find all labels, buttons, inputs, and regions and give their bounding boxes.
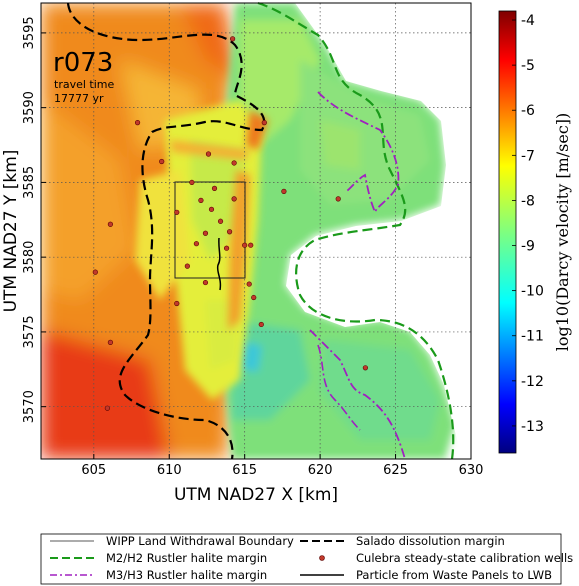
calibration-well-dot [202,230,209,236]
colorbar-gradient-bar [498,10,517,454]
legend-symbol [319,555,325,561]
calibration-well-dot [261,120,267,126]
legend: WIPP Land Withdrawal Boundary Salado diss… [40,533,573,585]
y-axis-ticks: 3570 3575 3580 3585 3590 3595 [22,16,46,423]
calibration-well-dot [211,185,218,191]
run-id-label: r073 [53,48,113,78]
colorbar-tick-label: -9 [521,239,535,255]
colorbar-tick-label: -10 [521,284,544,300]
calibration-well-dot [226,229,233,235]
calibration-well-dot [174,300,180,307]
y-tick-label: 3570 [22,390,37,423]
legend-label: Particle from Waste Panels to LWB [356,568,552,582]
calibration-well-dot [231,160,237,166]
calibration-well-dot [184,263,190,269]
colorbar-tick-label: -6 [521,103,535,119]
m3-h3-rustler-halite-margin-south [309,329,406,460]
calibration-well-dot [104,405,110,411]
colorbar-ticks: -4 -5 -6 -7 -8 -9 -10 -11 -12 -13 [512,13,544,435]
colorbar-tick-label: -12 [521,374,544,390]
y-tick-label: 3575 [22,315,37,348]
calibration-well-dot [202,279,209,286]
legend-label: M3/H3 Rustler halite margin [106,568,267,582]
x-tick-label: 615 [232,463,257,478]
calibration-well-dot [107,221,114,227]
x-axis-label: UTM NAD27 X [km] [174,485,338,505]
calibration-well-dot [189,179,195,186]
legend-label: Culebra steady-state calibration wells [356,551,573,565]
colorbar: -4 -5 -6 -7 -8 -9 -10 -11 -12 -13 log10(Darcy vel… [498,10,572,454]
map-plot-area: r073 travel time 17777 yr [40,1,472,460]
legend-label: WIPP Land Withdrawal Boundary [106,534,294,548]
calibration-well-dot [248,242,254,248]
x-tick-label: 630 [459,463,484,478]
legend-label: M2/H2 Rustler halite margin [106,551,267,565]
travel-time-value: 17777 yr [54,92,104,105]
wipp-land-withdrawal-boundary [174,181,246,279]
y-axis-label: UTM NAD27 Y [km] [1,150,21,313]
m3-h3-rustler-halite-margin-north [317,91,400,215]
calibration-well-dot [223,245,230,251]
calibration-well-dot [258,321,264,328]
calibration-well-dot [362,365,368,371]
y-tick-label: 3590 [22,91,37,124]
y-tick-label: 3580 [22,241,37,274]
colorbar-tick-label: -13 [521,419,544,435]
m3-h3-rustler-halite-margin-inner [317,344,361,431]
calibration-well-dot [335,196,341,202]
colorbar-label: log10(Darcy velocity [m/sec]) [553,113,572,352]
calibration-well-dot [198,197,204,203]
colorbar-tick-label: -7 [521,148,535,164]
velocity-field-east [210,3,455,459]
m2-h2-rustler-halite-margin [257,1,455,460]
calibration-well-dot [281,188,287,194]
calibration-well-dot [92,269,98,275]
calibration-well-dot [217,218,224,224]
calibration-well-dot [205,151,212,157]
colorbar-tick-label: -5 [521,58,535,74]
calibration-well-dot [246,281,252,287]
velocity-field [41,3,455,459]
calibration-well-dot [134,120,141,126]
y-tick-label: 3585 [22,166,37,199]
x-tick-label: 605 [81,463,106,478]
calibration-well-dot [107,339,114,345]
colorbar-tick-label: -8 [521,193,535,209]
calibration-well-dot [242,242,248,248]
calibration-well-dot [251,294,257,301]
y-tick-label: 3595 [22,16,37,49]
particle-track [216,237,222,291]
plot-frame [40,2,472,460]
x-tick-label: 620 [308,463,333,478]
calibration-well-dot [159,158,165,165]
legend-label: Salado dissolution margin [356,534,505,548]
x-tick-label: 610 [157,463,182,478]
domain-mask [286,3,471,459]
calibration-wells [92,36,368,411]
calibration-well-dot [230,36,236,42]
travel-time-label: travel time [54,78,114,91]
x-tick-label: 625 [383,463,408,478]
calibration-well-dot [193,241,200,247]
calibration-well-dot [231,196,237,202]
colorbar-tick-label: -4 [521,13,535,29]
salado-dissolution-margin [66,2,266,460]
calibration-well-dot [174,209,180,215]
x-axis-ticks: 605 610 615 620 625 630 [81,454,483,478]
calibration-well-dot [208,206,215,212]
colorbar-tick-label: -11 [521,329,544,345]
